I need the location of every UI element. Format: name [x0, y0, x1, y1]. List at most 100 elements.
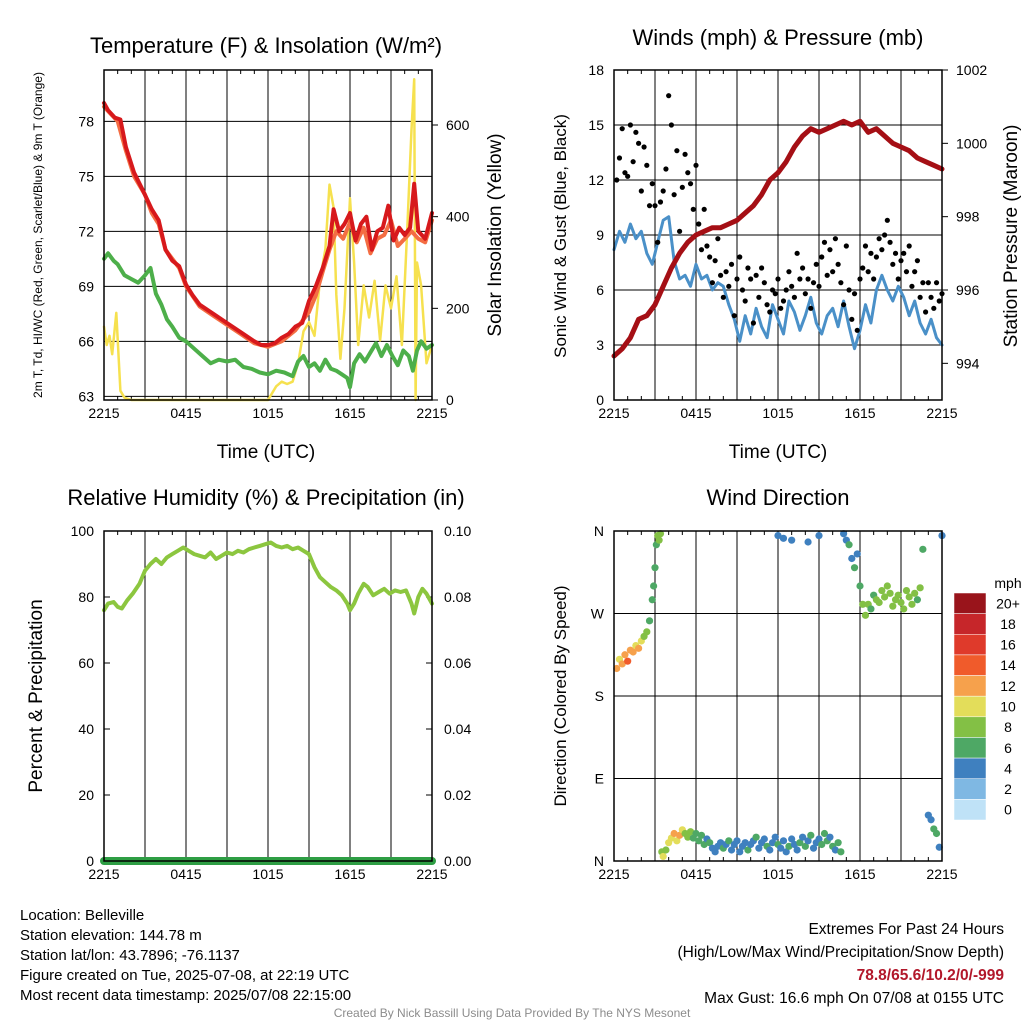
y-right-tick-label: 200: [446, 300, 470, 316]
wind-direction-panel: Wind Direction 2215 0415 1015 1615 2215NESWN…: [551, 485, 1022, 882]
colorbar-label: 16: [1000, 637, 1016, 653]
wind-direction-point: [853, 550, 861, 558]
gust-point: [936, 298, 942, 304]
wind-direction-point: [793, 846, 801, 854]
extremes-subheading: (High/Low/Max Wind/Precipitation/Snow De…: [677, 944, 1005, 961]
gust-point: [712, 258, 718, 264]
wind-direction-point: [809, 844, 818, 852]
y-tick-label: 60: [78, 655, 94, 671]
colorbar-swatch: [953, 778, 987, 800]
gust-point: [715, 236, 721, 242]
gust-point: [879, 247, 885, 253]
x-tick-label: 2215: [598, 405, 629, 421]
gust-point: [821, 239, 828, 245]
gust-point: [772, 291, 778, 297]
gust-point: [745, 265, 751, 271]
gust-point: [707, 254, 713, 260]
wind-direction-point: [733, 837, 741, 845]
y-tick-label: 15: [588, 117, 604, 133]
x-tick-label: 2215: [88, 405, 119, 421]
gust-point: [734, 276, 740, 282]
gust-point: [813, 261, 819, 267]
gust-point: [816, 283, 822, 289]
colorbar-label: 0: [1004, 802, 1012, 818]
gust-point: [884, 217, 890, 223]
y-right-tick-label: 600: [446, 117, 470, 133]
gust-point: [671, 192, 677, 198]
gust-point: [901, 250, 907, 256]
wind-direction-point: [744, 846, 752, 854]
gust-point: [641, 144, 647, 150]
wind-y-left-label: Sonic Wind & Gust (Blue, Black): [551, 114, 570, 358]
wind-direction-point: [840, 530, 848, 538]
gust-point: [914, 258, 921, 264]
y-tick-label: E: [595, 771, 604, 787]
x-tick-label: 2215: [416, 405, 447, 421]
wind-direction-point: [676, 831, 684, 839]
y-right-tick-label: 0.02: [444, 787, 471, 803]
temperature-plot-area: 2215 0415 1015 1615 221563666972757802004006…: [78, 69, 470, 421]
wind-direction-point: [782, 848, 790, 856]
colorbar-label: 12: [1000, 678, 1016, 694]
wind-direction-point: [815, 835, 823, 843]
wind-direction-point: [826, 833, 834, 841]
wind-direction-point: [741, 839, 749, 847]
wind-direction-point: [618, 660, 626, 668]
wind-direction-point: [725, 837, 733, 845]
y-tick-label: 0: [86, 853, 94, 869]
y-tick-label: 80: [78, 589, 94, 605]
gust-point: [871, 276, 877, 282]
wind-direction-point: [834, 839, 842, 847]
y-tick-label: 63: [78, 388, 94, 404]
x-tick-label: 2215: [926, 866, 957, 882]
wind-direction-point: [902, 586, 911, 595]
wind-direction-point: [755, 844, 763, 852]
gust-point: [709, 280, 716, 286]
wind-direction-point: [777, 844, 785, 852]
gust-point: [644, 162, 650, 168]
gust-point: [862, 243, 869, 249]
wind-direction-point: [613, 664, 621, 673]
gust-point: [660, 188, 666, 194]
wind-direction-point: [790, 840, 799, 849]
station-info: Location: Belleville Station elevation: …: [20, 906, 351, 1006]
wind-pressure-panel: Winds (mph) & Pressure (mb) 2215 0415 1015…: [551, 25, 1022, 463]
wind-direction-point: [650, 582, 658, 590]
x-tick-label: 1615: [334, 866, 365, 882]
temp-2m-line: [102, 101, 434, 347]
gust-point: [873, 254, 880, 260]
gust-point: [802, 291, 808, 297]
gust-point: [718, 272, 724, 278]
wind-direction-point: [760, 835, 768, 843]
x-tick-label: 1015: [762, 866, 793, 882]
wind-direction-point: [831, 846, 840, 854]
wind-title: Winds (mph) & Pressure (mb): [633, 25, 924, 50]
colorbar-label: 4: [1004, 760, 1012, 776]
wind-direction-point: [886, 589, 894, 597]
colorbar-swatch: [953, 799, 987, 821]
gust-point: [723, 269, 729, 275]
wind-direction-point: [867, 605, 875, 613]
wind-direction-point: [875, 598, 883, 607]
wind-direction-point: [624, 657, 632, 665]
colorbar-label: 18: [1000, 616, 1016, 632]
wind-direction-point: [801, 842, 809, 850]
colorbar-label: 8: [1004, 719, 1012, 735]
y-tick-label: W: [591, 606, 605, 622]
wind-direction-point: [779, 534, 788, 542]
wind-direction-point: [861, 611, 870, 619]
gust-point: [748, 276, 754, 282]
gust-point: [903, 269, 910, 275]
wind-direction-point: [752, 833, 760, 841]
gust-point: [882, 232, 888, 238]
y-tick-label: 3: [596, 337, 604, 353]
wind-direction-point: [799, 833, 807, 841]
gust-point: [687, 181, 694, 187]
x-tick-label: 2215: [598, 866, 629, 882]
station-location: Location: Belleville: [20, 907, 145, 924]
x-tick-label: 1015: [252, 405, 283, 421]
wind-direction-point: [913, 596, 922, 604]
y-right-tick-label: 1000: [956, 135, 987, 151]
gust-point: [742, 298, 748, 304]
wind-direction-point: [771, 833, 779, 841]
